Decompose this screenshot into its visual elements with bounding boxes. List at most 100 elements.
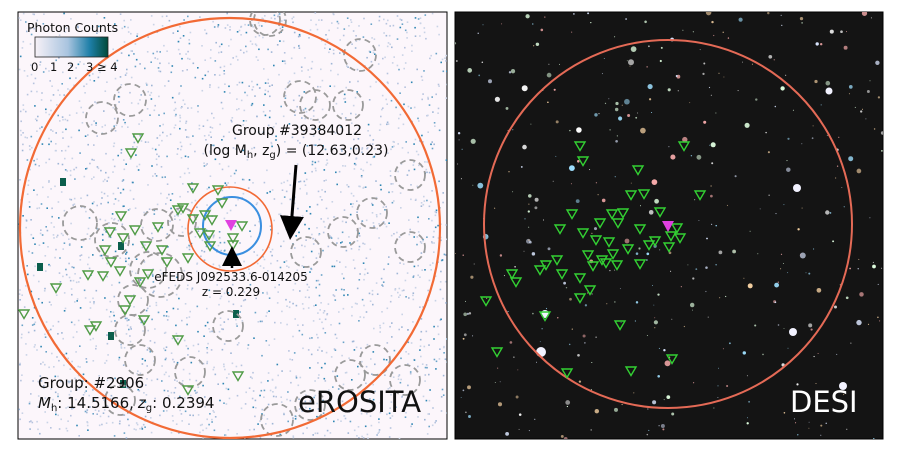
- gray-circle: [327, 216, 359, 248]
- member-triangle: [215, 198, 229, 209]
- gray-circle: [332, 89, 364, 121]
- desi-member-triangle: [633, 224, 647, 235]
- member-triangle: [211, 185, 225, 196]
- member-triangle: [151, 222, 165, 233]
- group-annotation-title: Group #39384012: [232, 123, 362, 139]
- gray-circle: [359, 344, 391, 376]
- member-triangle: [235, 221, 249, 232]
- gray-circle: [114, 314, 146, 346]
- group-annotation-params: (log Mh, zg) = (12.63,0.23): [203, 143, 388, 161]
- desi-member-triangle: [605, 209, 619, 220]
- desi-member-triangle: [538, 311, 552, 322]
- inner-orange-circle: [187, 186, 273, 272]
- outer-orange-circle: [18, 16, 442, 439]
- member-triangle: [128, 225, 142, 236]
- gray-circle: [94, 222, 130, 258]
- gray-circle: [343, 38, 377, 72]
- member-triangle: [116, 233, 130, 244]
- desi-member-triangle: [642, 240, 656, 251]
- desi-member-triangle: [599, 258, 613, 269]
- desi-circle: [483, 39, 853, 409]
- desi-member-triangle: [581, 250, 595, 261]
- bright-star: [536, 347, 546, 357]
- desi-member-triangle: [664, 231, 678, 242]
- desi-member-triangle: [665, 354, 679, 365]
- colorbar: Photon Counts 0 1 2 3 ≥ 4: [27, 20, 118, 74]
- gray-circle: [85, 101, 119, 135]
- member-triangle: [181, 253, 195, 264]
- desi-member-triangle: [673, 233, 687, 244]
- source-name-label: eFEDS J092533.6-014205: [154, 270, 307, 284]
- member-triangle: [171, 205, 185, 216]
- gray-circle: [334, 359, 366, 391]
- gray-circle: [124, 344, 156, 376]
- desi-member-triangle: [576, 228, 590, 239]
- member-triangle: [137, 315, 151, 326]
- desi-member-triangle: [677, 141, 691, 152]
- member-triangle: [186, 183, 200, 194]
- colorbar-tick-1: 1: [50, 60, 57, 74]
- colorbar-tick-0: 0: [31, 60, 38, 74]
- member-triangle: [186, 214, 200, 225]
- gray-circle: [140, 208, 174, 242]
- desi-member-triangle: [560, 368, 574, 379]
- desi-member-triangle: [490, 347, 504, 358]
- desi-member-triangle: [637, 189, 651, 200]
- group-id-label: Group: #2906: [38, 374, 144, 392]
- member-triangle: [171, 335, 185, 346]
- member-triangle: [202, 230, 216, 241]
- desi-member-triangle: [616, 208, 630, 219]
- desi-member-triangle: [505, 269, 519, 280]
- desi-member-triangle: [662, 242, 676, 253]
- desi-member-triangle: [624, 190, 638, 201]
- gray-circle: [294, 389, 326, 421]
- desi-member-triangle: [693, 190, 707, 201]
- erosita-panel: Photon Counts 0 1 2 3 ≥ 4 Group #3938401…: [17, 11, 448, 440]
- member-triangle: [83, 325, 97, 336]
- desi-member-triangle: [633, 259, 647, 270]
- desi-member-triangle: [553, 224, 567, 235]
- gray-circle: [253, 12, 287, 37]
- member-triangle: [176, 203, 190, 214]
- desi-member-triangle: [593, 218, 607, 229]
- member-triangle: [181, 385, 195, 396]
- desi-label: DESI: [790, 385, 858, 419]
- group-arrow: [279, 164, 304, 240]
- gray-dashed-circles: [62, 12, 426, 437]
- desi-member-triangle: [509, 277, 523, 288]
- bright-star: [839, 382, 847, 390]
- member-triangle: [160, 257, 174, 268]
- member-triangle: [96, 271, 110, 282]
- gray-circle: [249, 12, 281, 36]
- desi-member-markers: [479, 141, 707, 379]
- member-triangle: [124, 148, 138, 159]
- member-triangle: [118, 305, 132, 316]
- member-triangle: [114, 211, 128, 222]
- member-triangle: [139, 241, 153, 252]
- desi-member-triangle: [621, 244, 635, 255]
- member-triangle: [193, 228, 207, 239]
- desi-member-triangle: [533, 265, 547, 276]
- gray-circle: [394, 231, 426, 263]
- photon-noise: [18, 12, 447, 439]
- desi-member-triangle: [606, 249, 620, 260]
- gray-circle: [113, 83, 147, 117]
- desi-member-triangle: [573, 293, 587, 304]
- member-triangle: [203, 241, 217, 252]
- gray-circle: [394, 159, 426, 191]
- desi-member-triangle: [613, 320, 627, 331]
- gray-circle: [137, 252, 183, 298]
- desi-member-triangle: [653, 207, 667, 218]
- gray-circle: [299, 89, 331, 121]
- gray-circle: [129, 251, 167, 289]
- desi-member-triangle: [550, 255, 564, 266]
- member-triangle: [198, 210, 212, 221]
- group-params-label: Mh: 14.5166, zg: 0.2394: [38, 394, 214, 414]
- source-redshift-label: z = 0.229: [202, 285, 260, 299]
- desi-member-triangle: [573, 273, 587, 284]
- desi-member-triangle: [670, 223, 684, 234]
- member-triangle: [89, 321, 103, 332]
- member-triangle: [131, 133, 145, 144]
- gray-circle: [62, 205, 98, 241]
- bright-star: [825, 87, 833, 95]
